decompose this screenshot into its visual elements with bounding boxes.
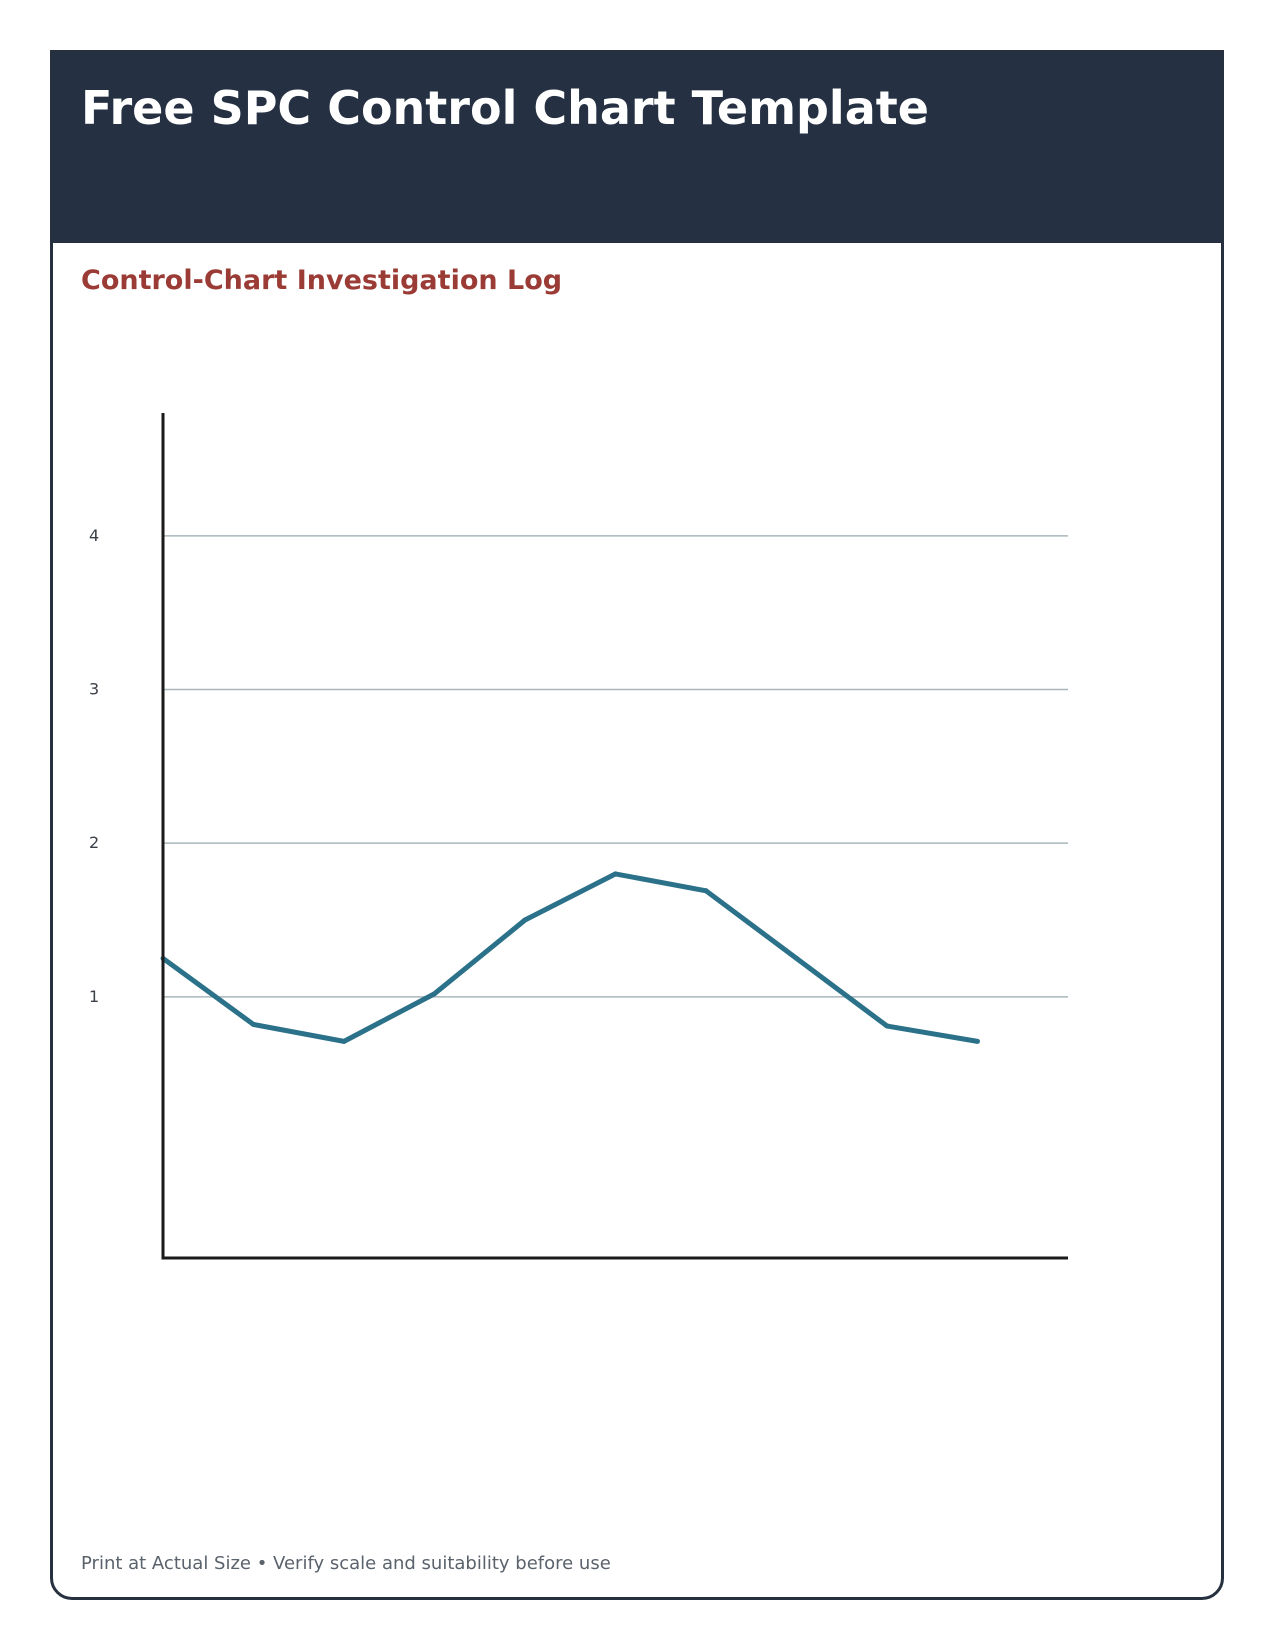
data-point-3 [341,1038,347,1044]
axes [161,413,1068,1260]
footer-note: Print at Actual Size • Verify scale and … [81,1553,611,1574]
series-line-0 [161,871,978,1044]
data-point-2 [251,1021,256,1027]
grid-lines [163,535,1068,998]
header-banner: Free SPC Control Chart Template [53,53,1221,243]
data-point-7 [703,888,709,894]
control-chart: 1 2 3 4 [89,413,1068,1260]
data-point-10 [975,1038,980,1044]
section-title: Control-Chart Investigation Log [81,265,563,296]
page-title: Free SPC Control Chart Template [81,81,929,135]
series-layer [160,871,980,1044]
data-point-8 [794,955,799,961]
y-tick-labels: 1 2 3 4 [89,526,99,1006]
data-point-5 [522,917,528,923]
data-point-9 [884,1023,890,1029]
y-tick-label-3: 3 [89,680,99,699]
template-frame: Free SPC Control Chart Template Control-… [50,50,1224,1600]
data-point-4 [432,991,437,997]
y-tick-label-2: 2 [89,833,99,852]
data-point-6 [613,871,618,877]
y-tick-label-1: 1 [89,987,99,1006]
y-tick-label-4: 4 [89,526,99,545]
